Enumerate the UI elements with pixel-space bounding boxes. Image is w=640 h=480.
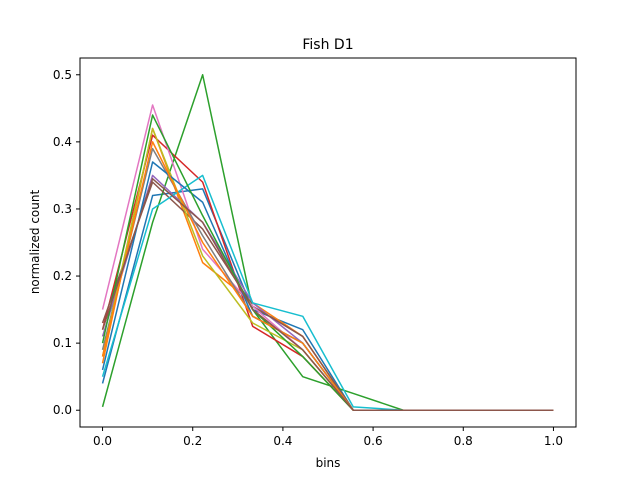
series-layer [101,74,554,411]
y-tick-label: 0.1 [53,336,72,350]
y-tick-label: 0.5 [53,68,72,82]
x-axis-label: bins [316,456,341,470]
y-axis-ticks: 0.0 0.1 0.2 0.3 0.4 0.5 [53,68,80,417]
y-tick-label: 0.0 [53,403,72,417]
y-tick-label: 0.3 [53,202,72,216]
series-line-14 [101,178,554,411]
x-tick-label: 0.6 [364,434,383,448]
y-tick-label: 0.4 [53,135,72,149]
chart-title: Fish D1 [302,37,353,53]
plot-frame [79,57,577,428]
x-tick-label: 0.4 [273,434,292,448]
y-tick-label: 0.2 [53,269,72,283]
x-tick-label: 0.2 [183,434,202,448]
x-tick-label: 1.0 [544,434,563,448]
x-axis-ticks: 0.0 0.2 0.4 0.6 0.8 1.0 [93,427,563,448]
y-axis-label: normalized count [28,190,42,295]
x-tick-label: 0.0 [93,434,112,448]
x-tick-label: 0.8 [454,434,473,448]
